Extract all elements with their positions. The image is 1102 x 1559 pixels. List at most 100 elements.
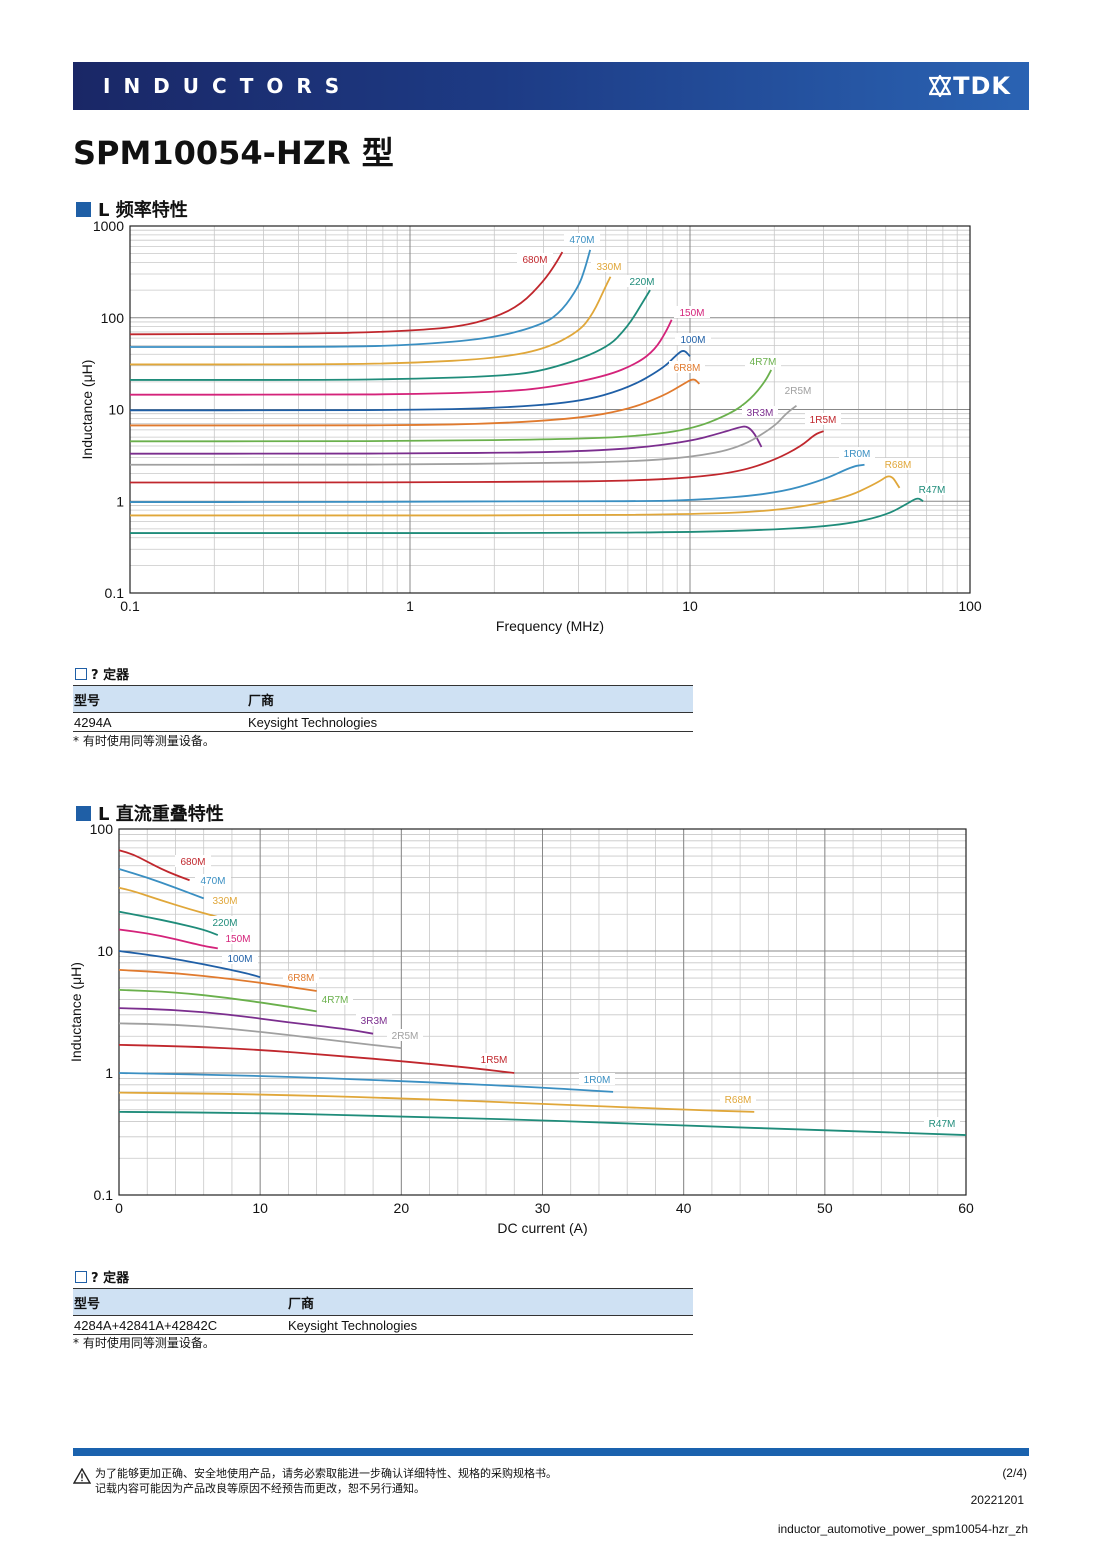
x-tick-label: 30 (535, 1200, 551, 1216)
series-label-bg (669, 361, 705, 373)
x-tick-label: 100 (958, 598, 982, 614)
x-tick-label: 10 (252, 1200, 268, 1216)
series-label: 150M (225, 934, 250, 945)
series-label-bg (591, 260, 627, 272)
series-line-470M (129, 249, 592, 348)
page-title: SPM10054-HZR 型 (73, 134, 394, 172)
y-tick-label: 10 (97, 943, 113, 959)
checkbox-icon (75, 667, 87, 680)
x-tick-label: 40 (676, 1200, 692, 1216)
series-label-bg (195, 874, 231, 886)
series-label: 100M (680, 335, 705, 346)
series-label: 220M (212, 918, 237, 929)
series-label-bg (356, 1014, 392, 1026)
series-label-bg (579, 1073, 615, 1085)
table-row: 4294A Keysight Technologies (73, 712, 693, 732)
series-label-bg (624, 275, 660, 287)
equipment-title-1: ? 定器 (75, 664, 129, 683)
series-label-bg (742, 406, 778, 418)
series-label-bg (805, 413, 841, 425)
series-line-100M (130, 350, 691, 412)
series-label: 6R8M (288, 973, 315, 984)
equipment-title-text: ? 定器 (91, 1271, 130, 1286)
series-line-4R7M (118, 988, 317, 1013)
series-label-bg (222, 952, 258, 964)
series-label: R68M (725, 1095, 752, 1106)
series-label: 330M (212, 896, 237, 907)
table-header-maker: 厂商 (287, 1288, 693, 1316)
brand-logo: TDK (929, 72, 1011, 100)
series-label-bg (924, 1117, 960, 1129)
series-line-220M (130, 289, 651, 381)
series-line-R68M (130, 475, 901, 517)
table-header-model: 型号 (73, 685, 247, 713)
section-title-frequency: L 频率特性 (76, 196, 188, 222)
y-tick-label: 100 (90, 821, 114, 837)
series-label-bg (220, 932, 256, 944)
y-tick-label: 1 (116, 493, 124, 509)
series-line-1R0M (129, 463, 865, 503)
series-label: 1R0M (584, 1075, 611, 1086)
x-tick-label: 10 (682, 598, 698, 614)
table-cell-model: 4294A (73, 712, 247, 732)
tdk-logo-icon (929, 75, 952, 97)
equipment-title-text: ? 定器 (91, 668, 130, 683)
x-axis-label: DC current (A) (497, 1220, 587, 1236)
footer-warning-line1: 为了能够更加正确、安全地使用产品，请务必索取能进一步确认详细特性、规格的采购规格… (95, 1467, 557, 1480)
series-label-bg (839, 447, 875, 459)
footer-warning-line2: 记载内容可能因为产品改良等原因不经预告而更改，恕不另行通知。 (95, 1482, 425, 1495)
table-header-row: 型号 厂商 (73, 1288, 693, 1316)
series-label-bg (517, 253, 553, 265)
series-label-bg (283, 971, 319, 983)
x-tick-label: 60 (958, 1200, 974, 1216)
table-header-row: 型号 厂商 (73, 685, 693, 713)
series-line-2R5M (130, 404, 798, 466)
warning-icon (73, 1468, 91, 1484)
equipment-table-2: 型号 厂商 4284A+42841A+42842C Keysight Techn… (73, 1288, 693, 1335)
series-line-680M (118, 849, 190, 882)
section-title-text: L 频率特性 (98, 200, 188, 221)
equipment-title-2: ? 定器 (75, 1267, 129, 1286)
series-label-bg (387, 1029, 423, 1041)
series-label-bg (674, 306, 710, 318)
series-label-bg (675, 333, 711, 345)
y-tick-label: 100 (101, 310, 125, 326)
series-label: 470M (200, 876, 225, 887)
series-label: R47M (929, 1119, 956, 1130)
series-label-bg (207, 916, 243, 928)
y-tick-label: 1 (105, 1065, 113, 1081)
x-tick-label: 0 (115, 1200, 123, 1216)
series-line-330M (130, 276, 612, 366)
series-line-150M (129, 319, 673, 396)
footer-warning: 为了能够更加正确、安全地使用产品，请务必索取能进一步确认详细特性、规格的采购规格… (73, 1466, 557, 1496)
series-label-bg (564, 233, 600, 245)
series-line-330M (118, 886, 219, 918)
table-cell-maker: Keysight Technologies (287, 1315, 693, 1335)
series-label: 3R3M (361, 1016, 388, 1027)
equipment-note-1: * 有时使用同等测量设备。 (73, 734, 215, 748)
series-label: R47M (919, 485, 946, 496)
series-label: 2R5M (392, 1031, 419, 1042)
category-title: INDUCTORS (103, 74, 353, 98)
series-line-3R3M (129, 425, 763, 455)
series-label: 2R5M (785, 386, 812, 397)
table-row: 4284A+42841A+42842C Keysight Technologie… (73, 1315, 693, 1335)
dc-bias-chart: 0.1 1 10 100 0 10 20 30 40 50 60 DC current (A) Indu… (68, 821, 974, 1236)
y-axis-label: Inductance (μH) (68, 962, 84, 1062)
x-tick-label: 20 (394, 1200, 410, 1216)
series-line-R47M (130, 497, 924, 534)
series-line-4R7M (129, 369, 773, 443)
series-label: 680M (522, 255, 547, 266)
series-line-680M (129, 251, 564, 336)
series-label: 100M (227, 954, 252, 965)
x-tick-label: 50 (817, 1200, 833, 1216)
series-label-bg (780, 384, 816, 396)
section-title-text: L 直流重叠特性 (98, 804, 224, 825)
plot-frame (118, 828, 967, 1196)
series-line-1R0M (118, 1072, 614, 1093)
table-header-maker: 厂商 (247, 685, 693, 713)
series-label: 220M (629, 277, 654, 288)
series-line-100M (118, 950, 261, 979)
checkbox-icon (75, 1270, 87, 1283)
series-line-R47M (118, 1110, 967, 1136)
